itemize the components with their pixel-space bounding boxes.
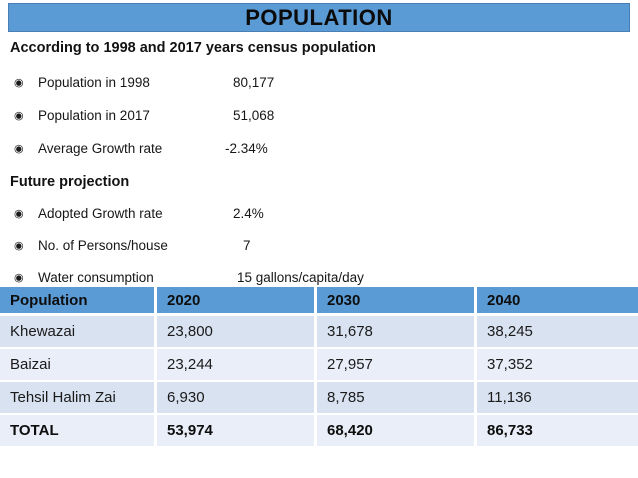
row-label: Baizai <box>0 349 157 382</box>
list-item-value: 2.4% <box>233 206 264 221</box>
column-header-2020: 2020 <box>157 287 317 316</box>
list-item-label: Water consumption <box>38 270 154 285</box>
table-header-row: Population 2020 2030 2040 <box>0 287 638 316</box>
column-header-2040: 2040 <box>477 287 638 316</box>
list-item-label: Population in 1998 <box>38 75 150 90</box>
bullet-icon: ◉ <box>14 110 24 122</box>
list-item-label: Adopted Growth rate <box>38 206 163 221</box>
population-projection-table: Population 2020 2030 2040 Khewazai 23,80… <box>0 287 638 448</box>
list-item-value: 7 <box>243 238 251 253</box>
list-item-population-1998: ◉ Population in 1998 80,177 <box>0 75 620 93</box>
list-item-adopted-growth-rate: ◉ Adopted Growth rate 2.4% <box>0 206 620 224</box>
table-row-baizai: Baizai 23,244 27,957 37,352 <box>0 349 638 382</box>
list-item-average-growth-rate: ◉ Average Growth rate -2.34% <box>0 141 620 159</box>
row-label: Khewazai <box>0 316 157 349</box>
list-item-value: 15 gallons/capita/day <box>237 270 364 285</box>
title-bar: POPULATION <box>8 3 630 32</box>
bullet-icon: ◉ <box>14 77 24 89</box>
page-title: POPULATION <box>245 4 393 30</box>
list-item-value: 80,177 <box>233 75 275 90</box>
list-item-label: Average Growth rate <box>38 141 163 156</box>
list-item-water-consumption: ◉ Water consumption 15 gallons/capita/da… <box>0 270 620 288</box>
list-item-label: No. of Persons/house <box>38 238 168 253</box>
column-header-population: Population <box>0 287 157 316</box>
cell-value: 53,974 <box>157 415 317 448</box>
cell-value: 68,420 <box>317 415 477 448</box>
cell-value: 23,244 <box>157 349 317 382</box>
cell-value: 86,733 <box>477 415 638 448</box>
table-row-total: TOTAL 53,974 68,420 86,733 <box>0 415 638 448</box>
bullet-icon: ◉ <box>14 272 24 284</box>
list-item-population-2017: ◉ Population in 2017 51,068 <box>0 108 620 126</box>
row-label: Tehsil Halim Zai <box>0 382 157 415</box>
cell-value: 38,245 <box>477 316 638 349</box>
list-item-value: 51,068 <box>233 108 275 123</box>
row-label: TOTAL <box>0 415 157 448</box>
bullet-icon: ◉ <box>14 208 24 220</box>
cell-value: 27,957 <box>317 349 477 382</box>
census-heading: According to 1998 and 2017 years census … <box>10 40 376 56</box>
bullet-icon: ◉ <box>14 240 24 252</box>
future-projection-heading: Future projection <box>10 174 130 190</box>
cell-value: 6,930 <box>157 382 317 415</box>
cell-value: 23,800 <box>157 316 317 349</box>
table-row-tehsil-halim-zai: Tehsil Halim Zai 6,930 8,785 11,136 <box>0 382 638 415</box>
list-item-persons-per-house: ◉ No. of Persons/house 7 <box>0 238 620 256</box>
cell-value: 11,136 <box>477 382 638 415</box>
cell-value: 31,678 <box>317 316 477 349</box>
list-item-label: Population in 2017 <box>38 108 150 123</box>
column-header-2030: 2030 <box>317 287 477 316</box>
list-item-value: -2.34% <box>225 141 268 156</box>
cell-value: 37,352 <box>477 349 638 382</box>
cell-value: 8,785 <box>317 382 477 415</box>
table-row-khewazai: Khewazai 23,800 31,678 38,245 <box>0 316 638 349</box>
bullet-icon: ◉ <box>14 143 24 155</box>
